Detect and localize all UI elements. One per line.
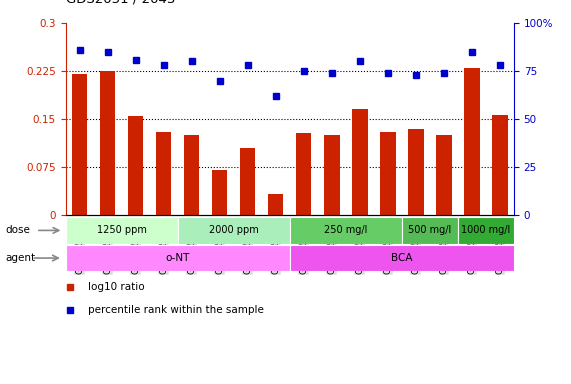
Text: percentile rank within the sample: percentile rank within the sample: [88, 305, 264, 315]
Bar: [464, 68, 480, 215]
Bar: [66, 217, 178, 244]
Bar: [352, 109, 368, 215]
Text: GDS2051 / 2043: GDS2051 / 2043: [66, 0, 175, 6]
Bar: [128, 116, 143, 215]
Bar: [156, 132, 171, 215]
Text: 250 mg/l: 250 mg/l: [324, 225, 368, 235]
Text: log10 ratio: log10 ratio: [88, 282, 144, 292]
Text: 1000 mg/l: 1000 mg/l: [461, 225, 510, 235]
Text: BCA: BCA: [391, 253, 413, 263]
Text: 1250 ppm: 1250 ppm: [96, 225, 147, 235]
Text: 500 mg/l: 500 mg/l: [408, 225, 452, 235]
Bar: [436, 135, 452, 215]
Bar: [240, 148, 255, 215]
Bar: [289, 245, 514, 271]
Bar: [492, 114, 508, 215]
Text: 2000 ppm: 2000 ppm: [209, 225, 259, 235]
Bar: [66, 245, 289, 271]
Bar: [380, 132, 396, 215]
Bar: [296, 133, 312, 215]
Bar: [402, 217, 458, 244]
Bar: [289, 217, 402, 244]
Text: dose: dose: [6, 225, 31, 235]
Bar: [324, 135, 340, 215]
Bar: [178, 217, 289, 244]
Bar: [212, 170, 227, 215]
Bar: [268, 194, 283, 215]
Bar: [408, 129, 424, 215]
Text: o-NT: o-NT: [166, 253, 190, 263]
Bar: [100, 71, 115, 215]
Bar: [72, 74, 87, 215]
Bar: [184, 135, 199, 215]
Bar: [458, 217, 514, 244]
Text: agent: agent: [6, 253, 36, 263]
